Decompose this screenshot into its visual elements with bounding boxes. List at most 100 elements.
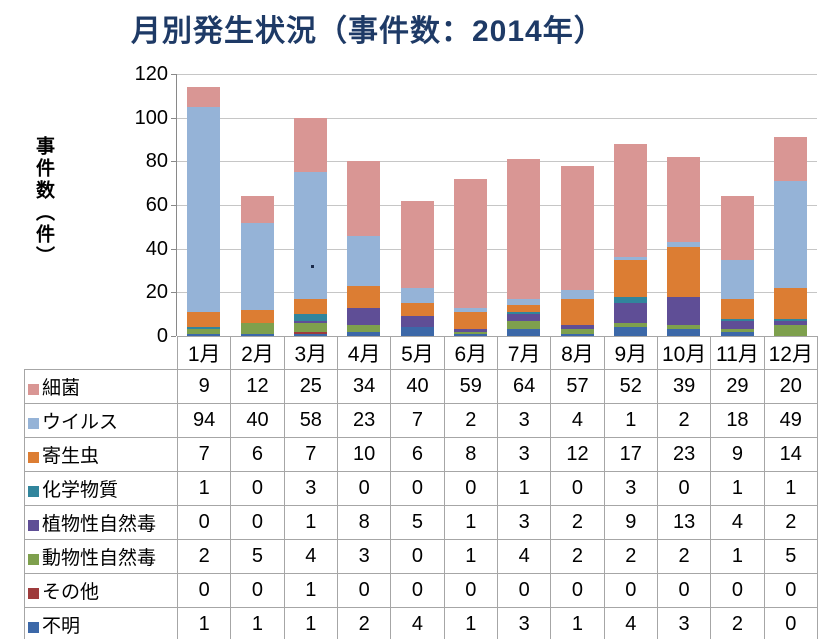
value-cell: 0	[390, 471, 445, 506]
value-cell: 0	[230, 573, 285, 608]
stray-dot	[311, 265, 314, 268]
value-cell: 2	[656, 539, 712, 574]
value-cell: 1	[443, 607, 498, 639]
month-bar	[293, 117, 327, 336]
y-tick-label: 0	[156, 325, 168, 347]
gridline	[177, 161, 817, 163]
y-tick-label: 60	[145, 194, 168, 216]
legend-swatch	[28, 452, 39, 463]
bar-segment	[507, 320, 541, 330]
value-cell: 2	[550, 505, 605, 540]
value-cell: 0	[336, 471, 392, 506]
legend-cell: 植物性自然毒	[24, 505, 178, 540]
bar-segment	[293, 172, 327, 299]
value-cell: 0	[656, 573, 712, 608]
bar-segment	[347, 325, 381, 332]
bar-segment	[667, 242, 701, 247]
bar-segment	[293, 117, 327, 173]
value-cell: 1	[710, 471, 765, 506]
data-table: 1月 2月 3月 4月 5月 6月 7月 8月 9月 10月 11月 12月 細菌 9 12 25 34 40 59…	[24, 336, 818, 639]
value-cell: 2	[550, 539, 605, 574]
bar-segment	[240, 322, 274, 334]
month-column-header: 7月	[496, 336, 552, 370]
bar-segment	[293, 322, 327, 332]
value-cell: 25	[283, 369, 338, 404]
bar-segment	[720, 331, 754, 336]
table-row: 不明 1 1 1 2 4 1 3 1 4 3 2 0	[24, 607, 818, 639]
bar-segment	[720, 298, 754, 319]
value-cell: 17	[603, 437, 658, 472]
value-cell: 1	[283, 573, 338, 608]
bar-segment	[507, 329, 541, 336]
month-column-header: 4月	[336, 336, 392, 370]
bar-segment	[400, 327, 434, 336]
month-column-header: 10月	[656, 336, 712, 370]
table-row: 動物性自然毒 2 5 4 3 0 1 4 2 2 2 1 5	[24, 539, 818, 574]
value-cell: 0	[656, 471, 712, 506]
legend-swatch	[28, 520, 39, 531]
value-cell: 12	[230, 369, 285, 404]
value-cell: 3	[496, 437, 552, 472]
value-cell: 1	[550, 607, 605, 639]
month-bar	[507, 159, 541, 336]
y-tick-label: 100	[134, 106, 168, 129]
value-cell: 34	[336, 369, 392, 404]
value-cell: 5	[390, 505, 445, 540]
y-axis-title: 事件数（件）	[33, 136, 54, 268]
bar-segment	[400, 288, 434, 304]
gridline	[177, 292, 817, 294]
bar-segment	[613, 143, 647, 258]
value-cell: 1	[763, 471, 818, 506]
value-cell: 7	[390, 403, 445, 438]
value-cell: 1	[176, 607, 232, 639]
value-cell: 59	[443, 369, 498, 404]
legend-cell: 細菌	[24, 369, 178, 404]
bar-segment	[560, 329, 594, 334]
bar-segment	[720, 320, 754, 330]
bar-segment	[560, 333, 594, 336]
bar-segment	[187, 329, 221, 334]
bar-segment	[347, 331, 381, 336]
value-cell: 4	[710, 505, 765, 540]
bar-segment	[667, 296, 701, 326]
bar-segment	[560, 165, 594, 291]
month-bar	[453, 178, 487, 336]
legend-label: 寄生虫	[42, 446, 100, 467]
value-cell: 1	[230, 607, 285, 639]
value-cell: 0	[176, 573, 232, 608]
month-bar	[187, 87, 221, 336]
value-cell: 23	[336, 403, 392, 438]
legend-cell: その他	[24, 573, 178, 608]
y-tick-label: 120	[134, 63, 168, 85]
month-bar	[667, 157, 701, 336]
value-cell: 3	[656, 607, 712, 639]
value-cell: 4	[550, 403, 605, 438]
month-column-header: 9月	[603, 336, 658, 370]
table-row: 化学物質 1 0 3 0 0 0 1 0 3 0 1 1	[24, 471, 818, 506]
bar-segment	[293, 333, 327, 336]
bar-segment	[240, 309, 274, 323]
value-cell: 8	[336, 505, 392, 540]
month-column-header: 5月	[390, 336, 445, 370]
gridline	[177, 205, 817, 206]
bar-segment	[507, 314, 541, 321]
value-cell: 0	[763, 607, 818, 639]
value-cell: 1	[443, 505, 498, 540]
bar-segment	[560, 298, 594, 326]
bar-segment	[613, 327, 647, 336]
bar-segment	[187, 327, 221, 330]
y-tick-label: 20	[145, 281, 168, 304]
value-cell: 4	[283, 539, 338, 574]
bar-segment	[453, 329, 487, 332]
bar-segment	[240, 196, 274, 223]
month-bar	[560, 165, 594, 336]
value-cell: 2	[443, 403, 498, 438]
value-cell: 3	[496, 607, 552, 639]
bar-segment	[773, 320, 807, 326]
value-cell: 7	[283, 437, 338, 472]
value-cell: 8	[443, 437, 498, 472]
value-cell: 2	[336, 607, 392, 639]
legend-label: その他	[42, 582, 100, 603]
bar-segment	[293, 320, 327, 323]
